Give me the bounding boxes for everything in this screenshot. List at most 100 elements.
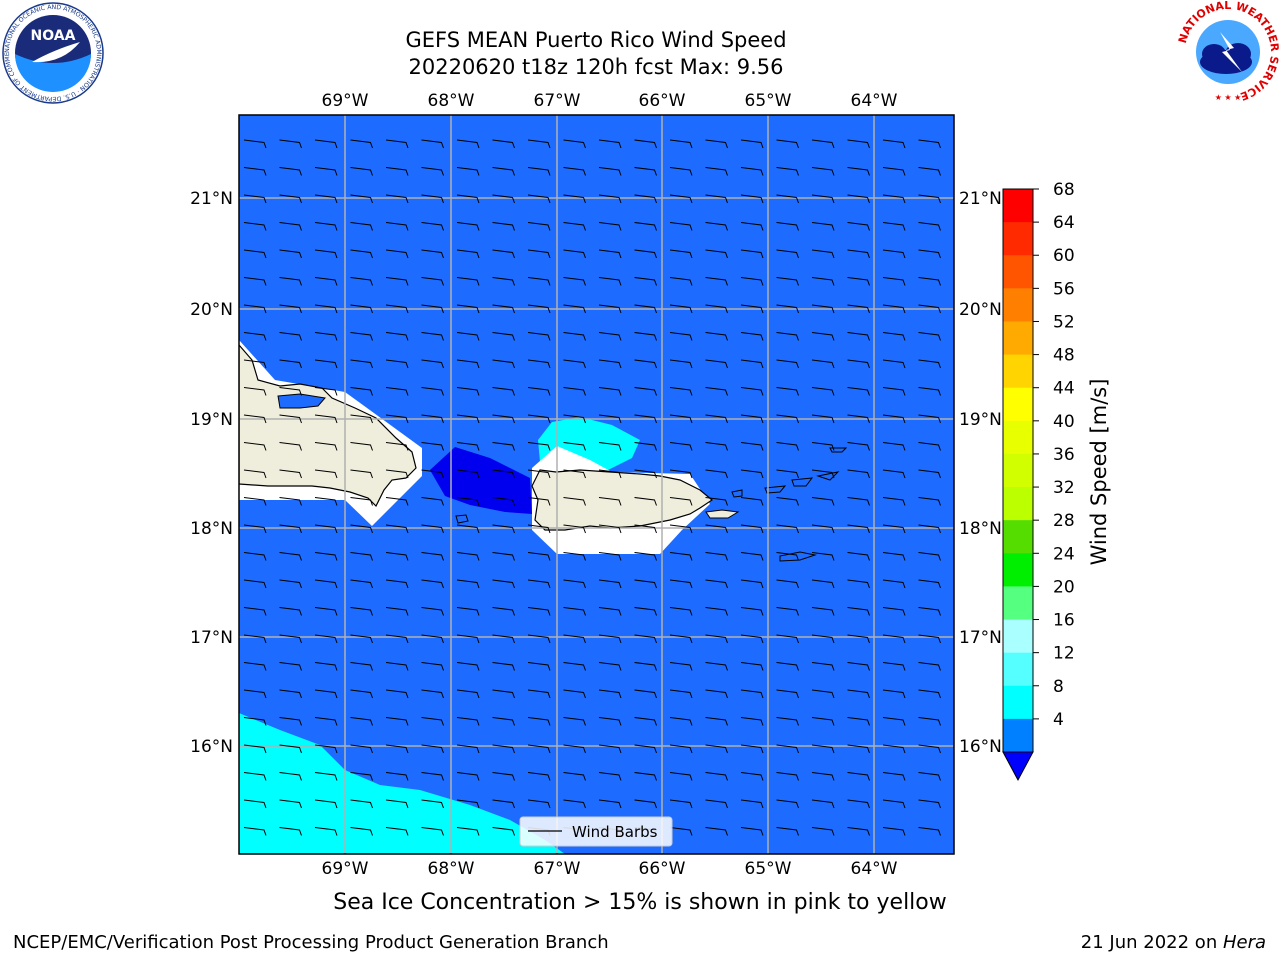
wind-barb [527,304,551,314]
wind-barb [705,772,728,781]
lat-label: 18°N [190,519,233,539]
wind-barb [847,634,870,644]
wind-barb [527,772,551,781]
wind-barb [740,524,764,534]
wind-barb [811,717,835,726]
colorbar-tick-label: 4 [1053,710,1064,730]
wind-barb [705,524,728,534]
wind-barb [847,717,870,726]
wind-barb [279,524,302,534]
wind-barb [705,167,728,176]
wind-barb [492,139,515,149]
lon-labels-bottom: 69°W 68°W 67°W 66°W 65°W 64°W [322,859,898,879]
wind-barb [776,387,799,396]
wind-barb [811,359,835,369]
wind-barbs [243,139,941,863]
lon-label: 69°W [322,91,369,111]
wind-barb [740,277,764,286]
wind-barb [847,497,870,506]
wind-barb [421,442,444,451]
wind-barb [776,799,799,809]
wind-barb [598,524,622,534]
wind-barb [563,139,586,149]
wind-barb [705,717,728,726]
colorbar-segment [1003,553,1033,587]
wind-barb [669,827,693,836]
wind-barb [847,524,870,534]
wind-barb [634,469,657,479]
wind-barb [421,387,444,396]
wind-barb [776,524,799,534]
lon-label: 66°W [639,91,686,111]
wind-barb [421,222,444,231]
colorbar-segment [1003,420,1033,455]
wind-barb [350,139,373,149]
wind-barb [456,469,480,479]
wind-barb [811,744,835,754]
wind-barb [882,662,906,671]
wind-barb [705,139,728,149]
wind-barb [598,387,622,396]
wind-barb [669,717,693,726]
colorbar-segment [1003,718,1033,753]
wind-barb [669,799,693,809]
hispaniola-landmass [239,344,417,508]
footer-host: Hera [1222,932,1266,953]
wind-barb [492,524,515,534]
wind-barb [492,744,515,754]
wind-barb [599,855,621,863]
map-title: GEFS MEAN Puerto Rico Wind Speed [405,28,787,52]
wind-barb [740,607,764,616]
wind-barb [314,304,338,314]
wind-barb [634,442,657,451]
wind-barb [918,304,941,314]
wind-barb [385,332,409,341]
wind-barb [847,277,870,286]
wind-barb [847,799,870,809]
wind-barb [669,167,693,176]
virgin-gorda-island [791,477,814,487]
lat-label: 17°N [959,628,1002,648]
mona-island [455,514,469,524]
wind-barb [669,304,693,314]
wind-barb [598,799,622,809]
wind-barb [385,222,409,231]
wind-barb [776,634,799,644]
colorbar-tick-label: 68 [1053,180,1075,200]
wind-barb [492,607,515,616]
wind-barb [350,524,373,534]
wind-barb [847,249,870,259]
wind-barb [918,607,941,616]
wind-barb [456,414,480,424]
wind-barb [314,249,338,259]
wind-barb [918,662,941,671]
wind-barb [279,662,302,671]
wind-barb [705,799,728,809]
wind-barb [456,607,480,616]
colorbar-segment [1003,354,1033,389]
wind-barb [527,689,551,699]
wind-barb [385,442,409,451]
wind-barb [243,222,267,231]
colorbar-tick-label: 28 [1053,511,1075,531]
wind-barb [243,717,267,726]
culebra-island [731,489,743,498]
wind-barb [669,359,693,369]
wind-barb [740,552,764,561]
wind-barb [456,799,480,809]
lon-label: 64°W [851,91,898,111]
wind-barb [243,827,267,836]
wind-barb [882,717,906,726]
wind-barb [847,359,870,369]
lon-label: 67°W [534,859,581,879]
wind-barb [492,194,515,204]
wind-barb [776,139,799,149]
colorbar-segment [1003,586,1033,621]
wind-barb [492,579,515,589]
wind-barb [918,524,941,534]
wind-barb [456,579,480,589]
wind-barb [705,607,728,616]
wind-barb [385,744,409,754]
colorbar-tick-label: 56 [1053,279,1075,299]
wind-barb [882,222,906,231]
